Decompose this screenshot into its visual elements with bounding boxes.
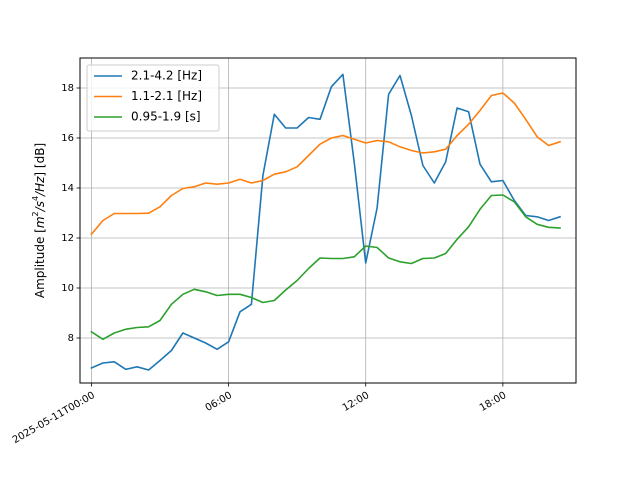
y-axis-label: Amplitude [m2/s4/Hz] [dB] [31, 143, 47, 298]
y-tick-label: 18 [61, 83, 74, 94]
y-axis-label-m-exponent: 2 [31, 211, 40, 216]
series-line [90, 73, 562, 371]
y-tick-label: 14 [61, 183, 74, 194]
grid [80, 58, 576, 383]
y-axis-label-hz: /Hz [33, 176, 47, 197]
y-tick-label: 10 [61, 283, 74, 294]
y-tick-label: 8 [68, 333, 74, 344]
legend-label: 1.1-2.1 [Hz] [131, 89, 202, 103]
legend: 2.1-4.2 [Hz] 1.1-2.1 [Hz] 0.95-1.9 [s] [86, 64, 220, 132]
y-tick-label: 16 [61, 133, 74, 144]
y-axis-label-prefix: Amplitude [ [33, 228, 47, 298]
series-line [90, 92, 562, 236]
legend-box [86, 64, 220, 132]
y-axis-label-m: m [33, 216, 47, 228]
y-axis-label-s-exponent: 4 [31, 196, 40, 201]
y-axis-label-suffix: ] [dB] [33, 143, 47, 177]
legend-label: 2.1-4.2 [Hz] [131, 69, 202, 83]
series-lines [90, 73, 562, 371]
y-axis-label-s: /s [33, 201, 47, 212]
y-tick-label: 12 [61, 233, 74, 244]
series-line [90, 194, 561, 341]
plot-frame [79, 57, 577, 384]
legend-label: 0.95-1.9 [s] [131, 110, 201, 124]
